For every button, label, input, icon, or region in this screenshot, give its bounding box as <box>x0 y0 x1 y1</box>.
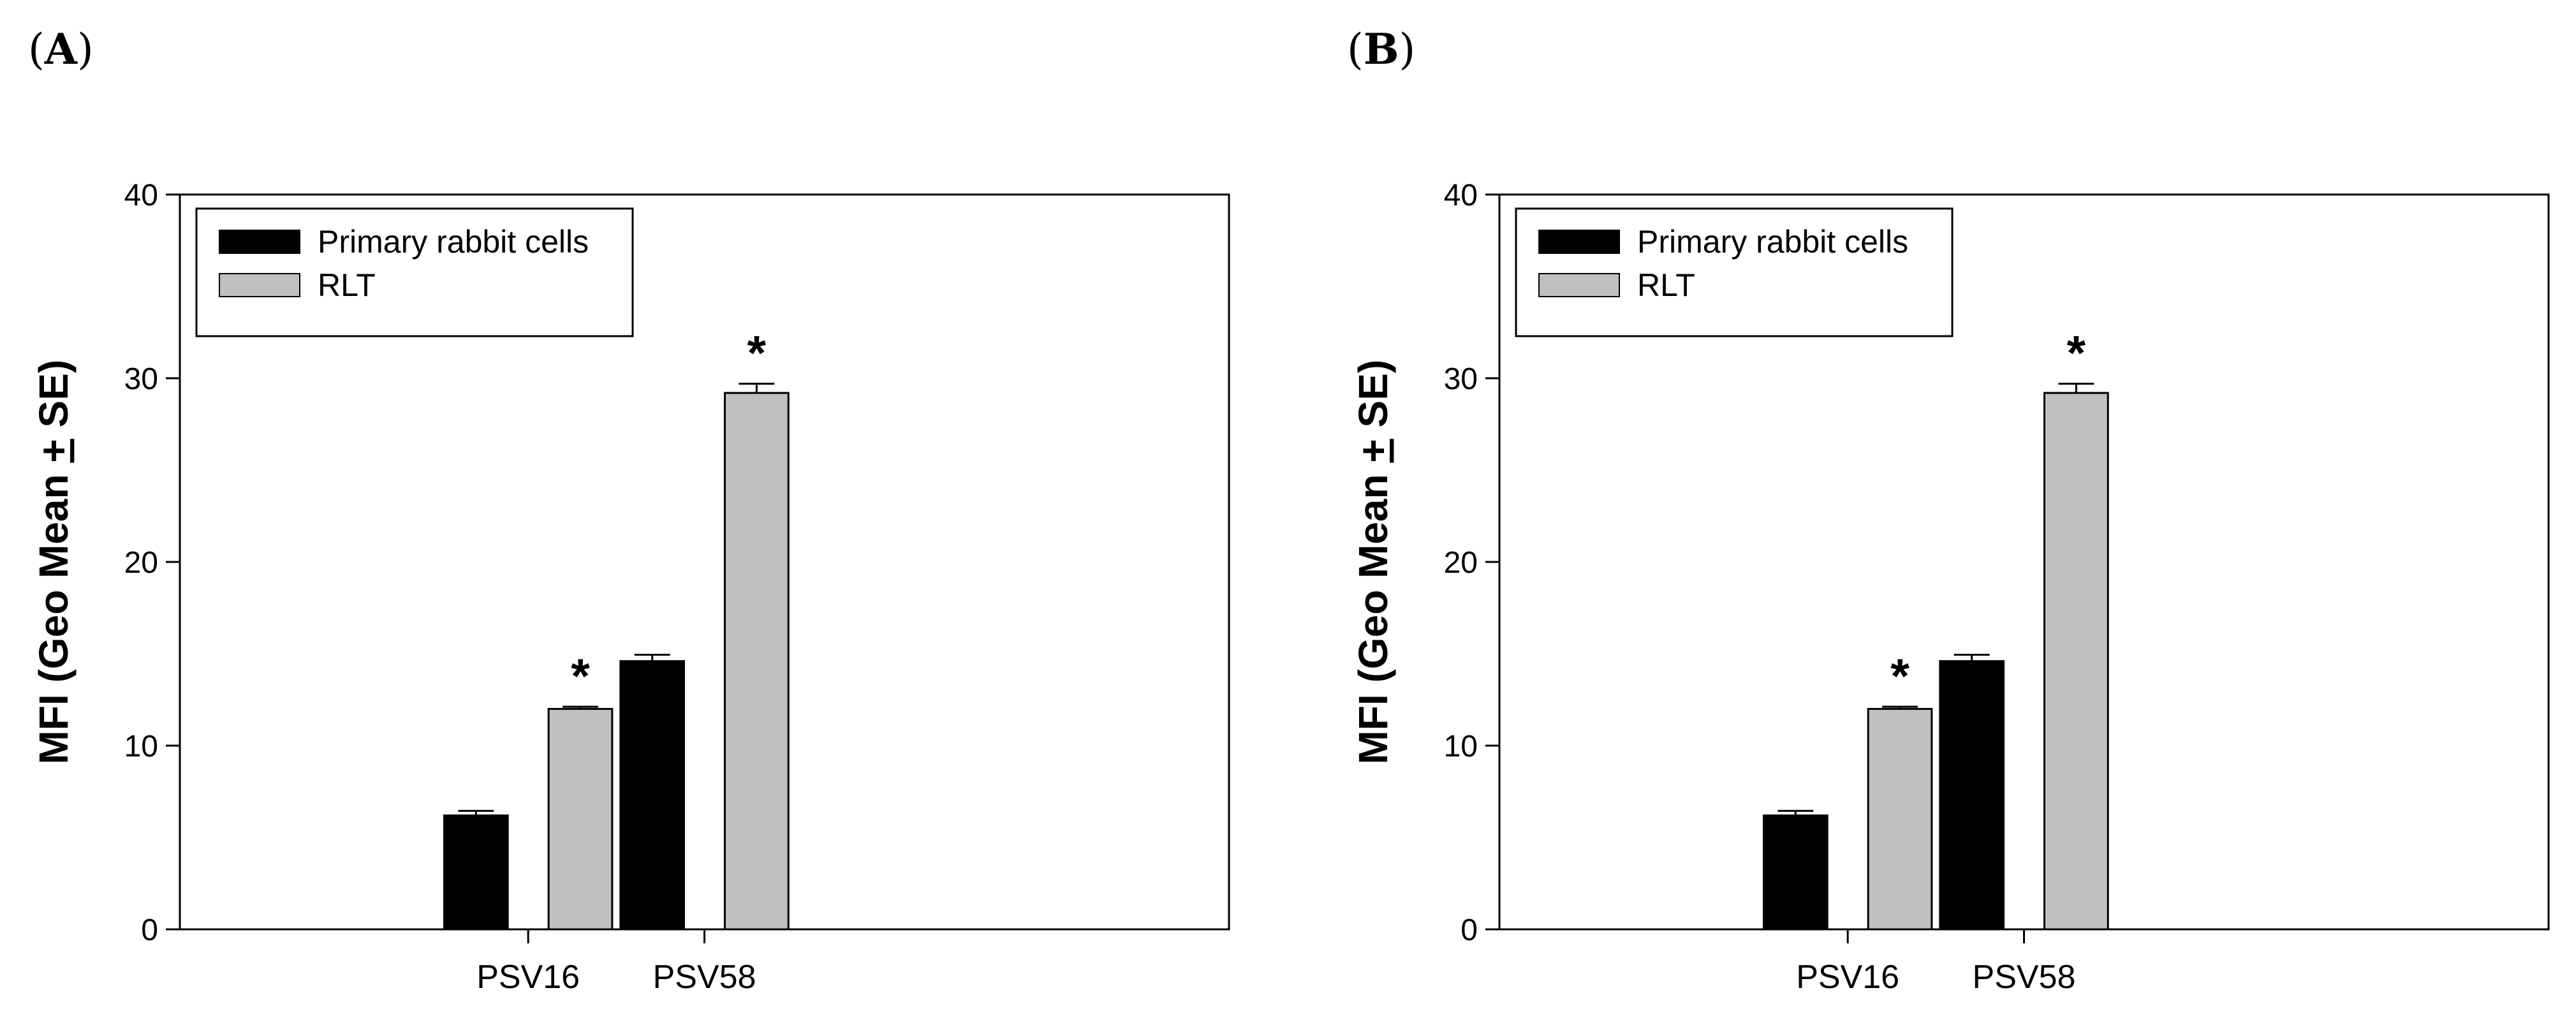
significance-asterisk: * <box>571 649 590 704</box>
y-axis-label: MFI (Geo Mean + SE) <box>31 360 77 765</box>
bar <box>1939 660 2005 931</box>
legend-swatch <box>1538 230 1620 254</box>
y-axis-label-part: SE) <box>1350 360 1396 439</box>
panel-label-letter: A <box>44 24 78 74</box>
y-tick-label: 40 <box>1444 179 1478 212</box>
bar <box>619 660 686 931</box>
significance-asterisk: * <box>2067 327 2086 381</box>
significance-asterisk: * <box>1890 649 1910 704</box>
x-tick-label: PSV58 <box>653 959 756 996</box>
y-axis-label-pm: + <box>1350 439 1396 462</box>
panel-label-open: ( <box>1347 25 1364 74</box>
panel-label-letter: B <box>1364 24 1399 74</box>
y-tick-label: 20 <box>1444 546 1478 580</box>
chart-panel-b: (B) 0 10 20 30 40 MFI (Geo Mean + SE) PSV16 PSV5… <box>1347 24 2550 996</box>
y-axis-label-part: SE) <box>31 360 77 439</box>
bar <box>1762 814 1829 931</box>
panel-label: (B) <box>1347 24 1415 74</box>
bar <box>443 814 509 931</box>
y-tick-label: 20 <box>124 546 158 580</box>
y-tick-label: 0 <box>1461 913 1478 947</box>
legend-label: Primary rabbit cells <box>1637 224 1908 260</box>
panel-label-open: ( <box>28 25 45 74</box>
x-tick-label: PSV16 <box>1796 959 1899 996</box>
y-tick-label: 30 <box>1444 362 1478 396</box>
y-axis-label-part: MFI (Geo Mean <box>31 462 77 764</box>
bar <box>2043 392 2109 931</box>
chart-panel-a: (A) 0 10 20 30 40 MFI (Geo Mean + SE) PSV16 PSV5… <box>28 24 1230 996</box>
legend-label: RLT <box>318 267 376 303</box>
significance-asterisk: * <box>747 327 767 381</box>
x-tick-label: PSV58 <box>1973 959 2076 996</box>
legend-swatch <box>219 230 300 254</box>
legend-swatch <box>219 273 300 297</box>
x-tick-label: PSV16 <box>476 959 580 996</box>
bar <box>547 707 614 931</box>
legend-label: Primary rabbit cells <box>318 224 589 260</box>
legend-label: RLT <box>1637 267 1695 303</box>
y-tick-label: 10 <box>124 730 158 764</box>
y-tick-label: 30 <box>124 362 158 396</box>
bar <box>1867 707 1933 931</box>
y-axis-label-part: MFI (Geo Mean <box>1350 462 1396 764</box>
panel-label: (A) <box>28 24 94 74</box>
legend-swatch <box>1538 273 1620 297</box>
panel-label-close: ) <box>77 25 94 74</box>
panel-label-close: ) <box>1399 25 1416 74</box>
y-tick-label: 0 <box>141 913 158 947</box>
y-axis-label-pm: + <box>31 439 77 462</box>
bar <box>723 392 790 931</box>
y-axis-label: MFI (Geo Mean + SE) <box>1350 360 1396 765</box>
y-tick-label: 10 <box>1444 730 1478 764</box>
y-tick-label: 40 <box>124 179 158 212</box>
